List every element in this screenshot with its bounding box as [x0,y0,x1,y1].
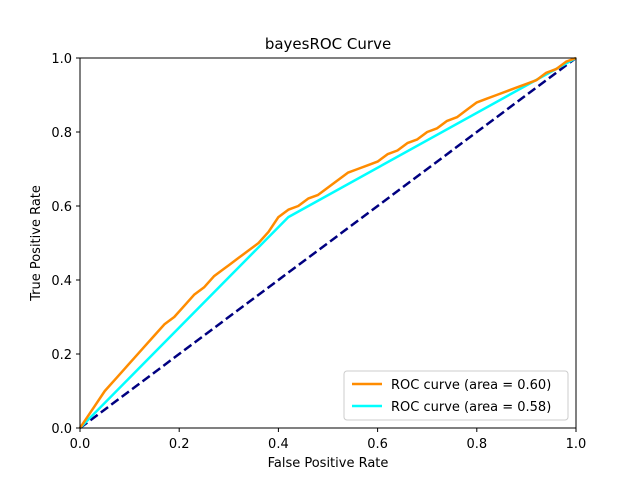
x-tick-label: 0.8 [466,437,487,452]
legend: ROC curve (area = 0.60) ROC curve (area … [343,370,569,421]
y-tick-label: 0.6 [51,200,72,215]
x-axis-label: False Positive Rate [268,456,389,471]
y-tick-label: 0.4 [51,274,72,289]
x-tick-label: 1.0 [566,437,587,452]
y-axis-ticks: 0.0 0.2 0.4 0.6 0.8 1.0 [51,52,80,437]
legend-label-roc-058: ROC curve (area = 0.58) [391,400,551,415]
y-axis-label: True Positive Rate [29,185,44,302]
plot-frame [79,57,577,429]
x-tick-label: 0.2 [169,437,190,452]
x-tick-label: 0.4 [268,437,289,452]
y-tick-label: 0.8 [51,126,72,141]
series-layer [78,56,577,430]
series-roc-058 [79,56,577,429]
x-tick-label: 0.6 [367,437,388,452]
legend-label-roc-060: ROC curve (area = 0.60) [391,378,551,393]
y-tick-label: 0.2 [51,348,72,363]
y-tick-label: 1.0 [51,52,72,67]
y-tick-label: 0.0 [51,422,72,437]
series-roc-060 [78,56,577,429]
chart-title: bayesROC Curve [265,35,391,53]
legend-box [343,370,569,421]
x-tick-label: 0.0 [70,437,91,452]
series-chance-diagonal [79,56,577,430]
x-axis-ticks: 0.0 0.2 0.4 0.6 0.8 1.0 [70,428,587,452]
